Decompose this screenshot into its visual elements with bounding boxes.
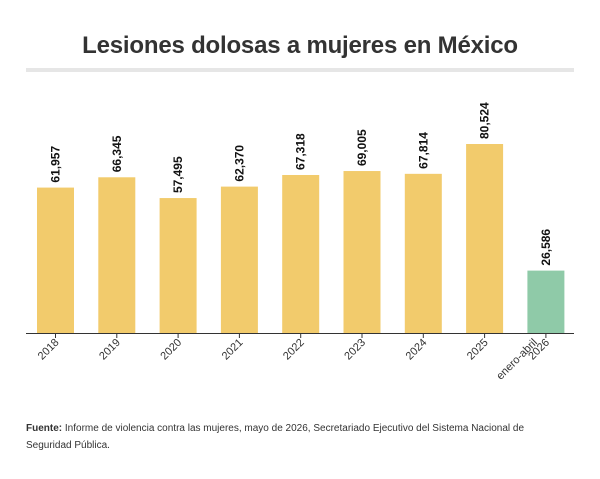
data-label-4: 67,318 xyxy=(294,133,308,170)
bar-5 xyxy=(343,171,381,333)
x-tick-label-1: 2019 xyxy=(97,337,123,363)
source-note: Fuente: Informe de violencia contra las … xyxy=(26,420,566,454)
bar-4 xyxy=(282,174,320,333)
data-label-7: 80,524 xyxy=(478,102,492,139)
data-label-6: 67,814 xyxy=(416,132,430,169)
data-label-8: 26,586 xyxy=(539,229,553,266)
data-label-3: 62,370 xyxy=(232,145,246,182)
x-tick-label-6: 2024 xyxy=(404,337,430,363)
source-label: Fuente: xyxy=(26,423,63,434)
x-tick-label-3: 2021 xyxy=(220,337,246,363)
source-text: Informe de violencia contra las mujeres,… xyxy=(26,423,525,451)
data-label-0: 61,957 xyxy=(49,146,63,183)
x-tick-label-4: 2022 xyxy=(281,337,307,363)
bar-8 xyxy=(527,270,565,333)
bar-0 xyxy=(37,187,74,333)
title-divider xyxy=(26,68,574,72)
chart-title: Lesiones dolosas a mujeres en México xyxy=(82,32,518,59)
data-label-5: 69,005 xyxy=(355,129,369,166)
bar-2 xyxy=(159,198,197,333)
x-tick-label-7: 2025 xyxy=(465,337,491,363)
bar-chart: 61,957 2018 66,345 2019 57,495 2020 62,370 2021… xyxy=(26,102,574,382)
bar-3 xyxy=(220,186,258,333)
data-label-2: 57,495 xyxy=(171,156,185,193)
bar-6 xyxy=(404,173,442,333)
x-tick-label-5: 2023 xyxy=(342,337,368,363)
x-tick-label-0: 2018 xyxy=(36,337,62,363)
data-label-1: 66,345 xyxy=(110,135,124,172)
x-tick-label-2: 2020 xyxy=(158,337,184,363)
bar-1 xyxy=(98,177,136,333)
bar-7 xyxy=(466,144,504,333)
